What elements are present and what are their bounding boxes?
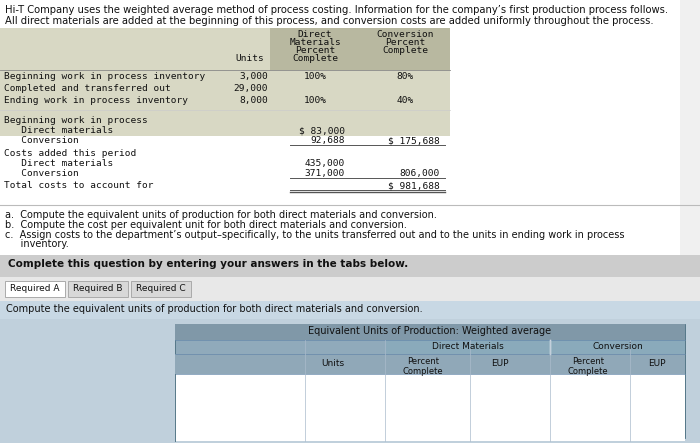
Text: inventory.: inventory. (5, 239, 69, 249)
Text: Required A: Required A (10, 284, 60, 293)
Text: 100%: 100% (304, 96, 326, 105)
Text: Complete: Complete (292, 54, 338, 63)
Text: 435,000: 435,000 (304, 159, 345, 168)
Bar (0, 374, 175, 441)
Bar (175, 324, 685, 438)
Text: 371,000: 371,000 (304, 169, 345, 178)
Text: Percent
Complete: Percent Complete (402, 357, 443, 377)
Text: 40%: 40% (396, 96, 414, 105)
Text: Beginning work in process: Beginning work in process (4, 116, 148, 125)
Text: Complete: Complete (382, 46, 428, 55)
Text: Ending work in process inventory: Ending work in process inventory (4, 96, 188, 105)
Text: Conversion: Conversion (4, 136, 78, 145)
Text: Conversion: Conversion (377, 30, 434, 39)
Text: Percent
Complete: Percent Complete (568, 357, 608, 377)
Text: 100%: 100% (304, 72, 326, 81)
Text: 8,000: 8,000 (239, 96, 268, 105)
Text: c.  Assign costs to the department’s output–specifically, to the units transferr: c. Assign costs to the department’s outp… (5, 230, 624, 240)
Bar (175, 324, 685, 340)
Text: Units: Units (236, 54, 265, 63)
Text: Percent: Percent (385, 38, 425, 47)
Text: EUP: EUP (648, 359, 666, 368)
Text: Hi-T Company uses the weighted average method of process costing. Information fo: Hi-T Company uses the weighted average m… (5, 5, 668, 15)
Text: 806,000: 806,000 (400, 169, 440, 178)
Text: Compute the equivalent units of production for both direct materials and convers: Compute the equivalent units of producti… (6, 304, 423, 314)
Text: $ 83,000: $ 83,000 (299, 126, 345, 135)
Text: Units: Units (321, 359, 344, 368)
Bar (0, 301, 700, 319)
Text: $ 981,688: $ 981,688 (389, 181, 440, 190)
Text: Materials: Materials (289, 38, 341, 47)
Text: Direct materials: Direct materials (4, 159, 113, 168)
Bar (0, 28, 450, 136)
Text: 80%: 80% (396, 72, 414, 81)
Text: Equivalent Units of Production: Weighted average: Equivalent Units of Production: Weighted… (309, 326, 552, 336)
Text: All direct materials are added at the beginning of this process, and conversion : All direct materials are added at the be… (5, 16, 654, 26)
Text: Conversion: Conversion (592, 342, 643, 351)
Bar (131, 281, 191, 297)
Text: $ 175,688: $ 175,688 (389, 136, 440, 145)
Text: Direct: Direct (298, 30, 332, 39)
Text: b.  Compute the cost per equivalent unit for both direct materials and conversio: b. Compute the cost per equivalent unit … (5, 220, 407, 230)
Bar (5, 281, 65, 297)
Text: Total costs to account for: Total costs to account for (4, 181, 153, 190)
Text: Required B: Required B (74, 284, 122, 293)
Text: 29,000: 29,000 (234, 84, 268, 93)
Text: Conversion: Conversion (4, 169, 78, 178)
Bar (0, 277, 700, 355)
Text: Required C: Required C (136, 284, 186, 293)
Text: Costs added this period: Costs added this period (4, 149, 136, 158)
Bar (175, 354, 685, 374)
Text: Direct materials: Direct materials (4, 126, 113, 135)
Bar (270, 28, 450, 70)
Text: EUP: EUP (491, 359, 509, 368)
Bar (0, 319, 700, 443)
Bar (0, 255, 700, 277)
Text: 92,688: 92,688 (311, 136, 345, 145)
Bar (68, 281, 128, 297)
Text: 3,000: 3,000 (239, 72, 268, 81)
Text: Direct Materials: Direct Materials (432, 342, 503, 351)
Text: Complete this question by entering your answers in the tabs below.: Complete this question by entering your … (8, 259, 408, 269)
Text: Beginning work in process inventory: Beginning work in process inventory (4, 72, 205, 81)
Text: Completed and transferred out: Completed and transferred out (4, 84, 171, 93)
Bar (175, 374, 685, 441)
Text: a.  Compute the equivalent units of production for both direct materials and con: a. Compute the equivalent units of produ… (5, 210, 437, 220)
Bar (385, 340, 550, 354)
Bar (550, 340, 685, 354)
Text: Percent: Percent (295, 46, 335, 55)
